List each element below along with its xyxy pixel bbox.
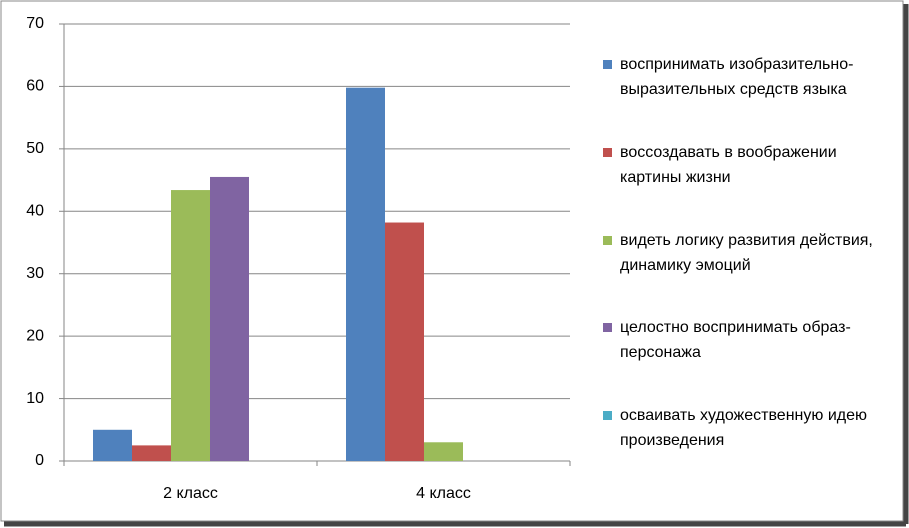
- legend-label: целостно воспринимать образ-персонажа: [620, 319, 851, 361]
- legend-swatch: [603, 236, 612, 245]
- x-tick-label: 2 класс: [163, 485, 218, 502]
- legend-swatch: [603, 323, 612, 332]
- legend-label: видеть логику развития действия, динамик…: [620, 232, 873, 274]
- legend-item: видеть логику развития действия, динамик…: [603, 228, 893, 278]
- y-tick-label: 10: [26, 390, 44, 407]
- legend-label: воспринимать изобразительно-выразительны…: [620, 56, 854, 98]
- bar: [171, 190, 210, 461]
- legend-swatch: [603, 60, 612, 69]
- legend-item: воссоздавать в воображении картины жизни: [603, 140, 893, 190]
- bar: [346, 87, 385, 462]
- y-tick-label: 40: [26, 203, 44, 220]
- legend-label: воссоздавать в воображении картины жизни: [620, 144, 837, 186]
- legend-label: осваивать художественную идею произведен…: [620, 407, 867, 449]
- y-tick-label: 20: [26, 327, 44, 344]
- bar: [424, 442, 463, 461]
- legend-item: воспринимать изобразительно-выразительны…: [603, 52, 893, 102]
- bar: [132, 445, 171, 461]
- legend-swatch: [603, 148, 612, 157]
- bar: [210, 176, 249, 461]
- y-tick-label: 50: [26, 140, 44, 157]
- y-tick-label: 0: [35, 452, 44, 469]
- y-tick-label: 60: [26, 78, 44, 95]
- legend-item: осваивать художественную идею произведен…: [603, 403, 893, 453]
- x-tick-label: 4 класс: [416, 485, 471, 502]
- y-tick-label: 30: [26, 265, 44, 282]
- legend-swatch: [603, 411, 612, 420]
- bar: [385, 222, 424, 461]
- bar: [93, 429, 132, 461]
- legend-item: целостно воспринимать образ-персонажа: [603, 315, 893, 365]
- y-tick-label: 70: [26, 15, 44, 32]
